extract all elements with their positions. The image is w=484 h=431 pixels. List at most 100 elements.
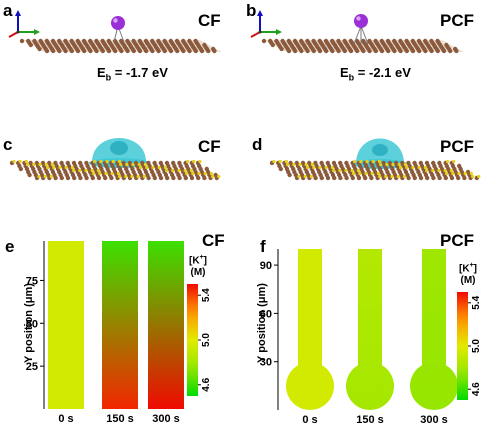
yellow-isosurface-blob (405, 165, 409, 170)
pcf-adsorption-structure (250, 10, 464, 54)
carbon-atom (313, 175, 318, 181)
carbon-atom (417, 48, 422, 54)
yellow-isosurface-blob (445, 171, 449, 176)
yellow-isosurface-blob (72, 168, 76, 173)
yellow-isosurface-blob (124, 174, 128, 179)
carbon-atom (162, 48, 167, 54)
carbon-atom (189, 175, 195, 181)
yellow-isosurface-blob (116, 171, 120, 176)
yellow-isosurface-blob (24, 159, 28, 164)
carbon-atom (462, 175, 467, 181)
y-tick-label: 30 (260, 357, 272, 369)
charge-lattice (269, 159, 481, 181)
carbon-atom (435, 48, 440, 54)
yellow-isosurface-blob (338, 168, 342, 173)
carbon-atom (18, 166, 23, 172)
carbon-atom (53, 175, 58, 181)
cf-adsorption-structure (8, 10, 222, 54)
x-category-label: 300 s (420, 414, 448, 426)
yellow-isosurface-blob (46, 165, 50, 170)
carbon-atom (412, 175, 417, 181)
yellow-isosurface-blob (137, 162, 141, 167)
carbon-atom (270, 42, 275, 48)
yellow-isosurface-blob (177, 168, 181, 173)
yellow-isosurface-blob (209, 171, 213, 176)
carbon-atom (367, 48, 372, 54)
yellow-isosurface-blob (90, 168, 94, 173)
carbon-atom (28, 42, 33, 48)
yellow-isosurface-blob (189, 168, 193, 173)
carbon-atom (278, 166, 283, 172)
carbon-atom (57, 48, 62, 54)
yellow-isosurface-blob (92, 171, 96, 176)
yellow-isosurface-blob (284, 159, 288, 164)
yellow-isosurface-blob (376, 171, 380, 176)
axes-icon (8, 10, 40, 38)
axes-icon (250, 10, 282, 38)
yellow-isosurface-blob (217, 174, 221, 179)
carbon-atom (206, 48, 211, 54)
colorbar-tick-label: 5.4 (201, 288, 212, 302)
yellow-isosurface-blob (446, 159, 450, 164)
carbon-atom (287, 172, 292, 178)
x-category-label: 150 s (106, 413, 134, 425)
colorbar-title-f: [K+] (M) (459, 262, 477, 287)
yellow-isosurface-blob (192, 159, 196, 164)
yellow-isosurface-blob (145, 165, 149, 170)
yellow-isosurface-blob (358, 171, 362, 176)
carbon-atom (72, 175, 77, 181)
cf-charge-density (9, 138, 221, 181)
heatmap-column (148, 241, 184, 409)
carbon-atom (146, 175, 151, 181)
yellow-isosurface-blob (352, 171, 356, 176)
yellow-isosurface-blob (457, 171, 461, 176)
yellow-isosurface-blob (278, 159, 282, 164)
yellow-isosurface-blob (93, 159, 97, 164)
panel-d-tag: PCF (440, 137, 474, 156)
carbon-atom (168, 48, 174, 54)
carbon-atom (449, 175, 455, 181)
carbon-atom (423, 48, 428, 54)
heatmap-column (346, 249, 394, 410)
carbon-atom (202, 175, 207, 181)
yellow-isosurface-blob (350, 168, 354, 173)
carbon-atom (82, 48, 87, 54)
yellow-isosurface-blob (324, 165, 328, 170)
carbon-atom (181, 48, 186, 54)
carbon-atom (305, 48, 310, 54)
carbon-atom (156, 48, 161, 54)
panel-label-e: e (5, 237, 15, 256)
yellow-isosurface-blob (396, 174, 400, 179)
colorbar-tick-label: 5.0 (201, 333, 212, 347)
potassium-atom (354, 14, 368, 28)
carbon-atom (27, 172, 32, 178)
yellow-isosurface-blob (185, 171, 189, 176)
yellow-isosurface-blob (403, 162, 407, 167)
yellow-isosurface-blob (399, 165, 403, 170)
yellow-isosurface-blob (309, 174, 313, 179)
carbon-atom (338, 175, 343, 181)
binding-energy-a: Eb = -1.7 eV (97, 65, 168, 83)
carbon-atom (171, 175, 176, 181)
carbon-atom (158, 175, 164, 181)
yellow-isosurface-blob (98, 171, 102, 176)
y-tick-label: 60 (260, 308, 272, 320)
yellow-isosurface-blob (306, 165, 310, 170)
carbon-atom (319, 175, 324, 181)
panel-a-tag: CF (198, 11, 221, 30)
yellow-isosurface-blob (330, 165, 334, 170)
carbon-atom (177, 175, 182, 181)
yellow-isosurface-blob (197, 171, 201, 176)
heatmap-column (48, 241, 84, 409)
yellow-isosurface-blob (198, 159, 202, 164)
x-category-label: 0 s (302, 414, 317, 426)
heatmap-column (102, 241, 138, 409)
carbon-atom (361, 48, 366, 54)
yellow-isosurface-blob (397, 162, 401, 167)
chart-f: 30 60 90 0 s 150 s 300 s 4.6 5.0 5.4 (260, 249, 482, 426)
carbon-atom (369, 175, 374, 181)
carbon-atom (392, 48, 397, 54)
carbon-atom (90, 175, 96, 181)
yellow-isosurface-blob (99, 159, 103, 164)
carbon-atom (286, 48, 292, 54)
